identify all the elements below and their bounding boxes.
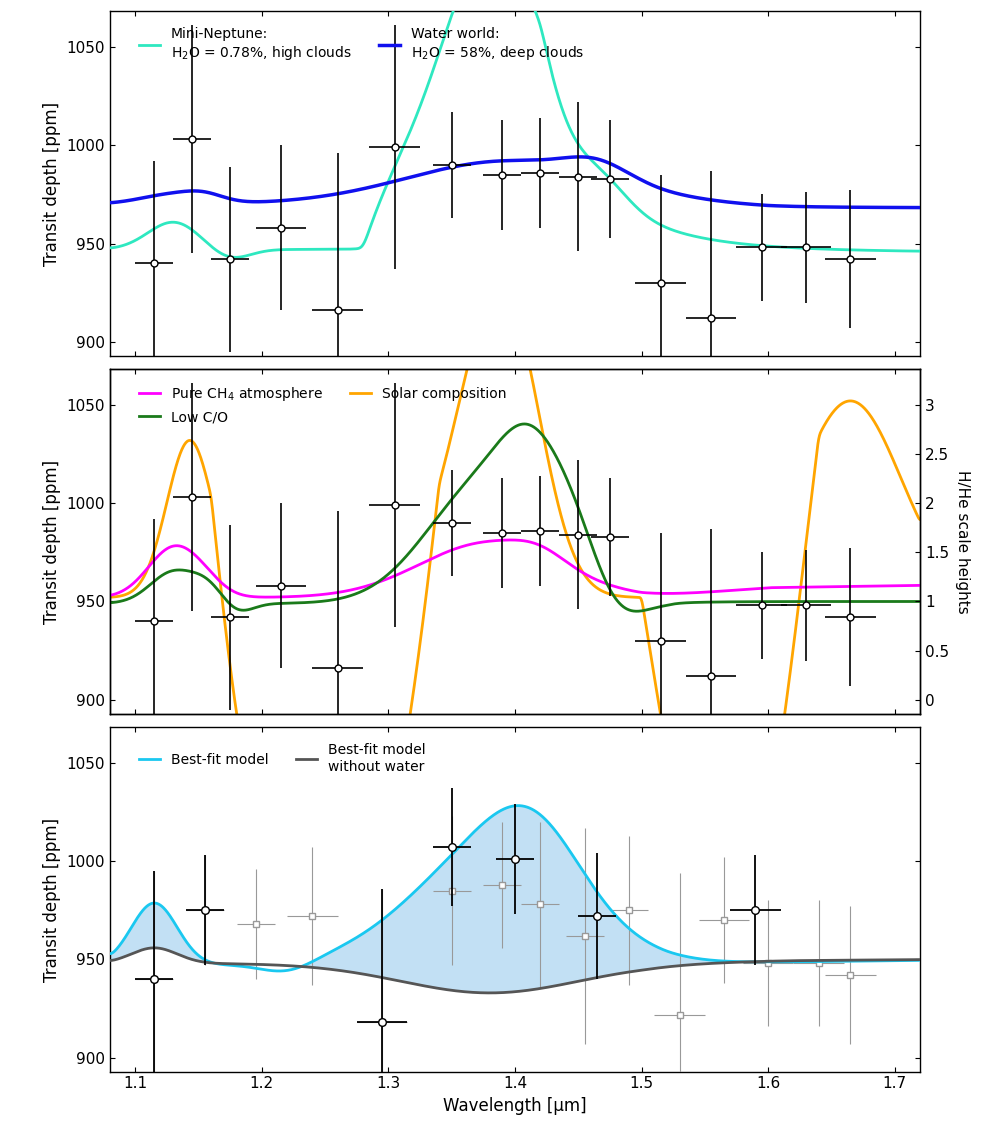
X-axis label: Wavelength [μm]: Wavelength [μm]	[443, 1097, 587, 1115]
Y-axis label: Transit depth [ppm]: Transit depth [ppm]	[43, 101, 61, 266]
Y-axis label: H/He scale heights: H/He scale heights	[955, 470, 970, 613]
Legend: Best-fit model, Best-fit model
without water: Best-fit model, Best-fit model without w…	[133, 738, 431, 779]
Y-axis label: Transit depth [ppm]: Transit depth [ppm]	[43, 817, 61, 982]
Y-axis label: Transit depth [ppm]: Transit depth [ppm]	[43, 459, 61, 624]
Legend: Pure CH$_4$ atmosphere, Low C/O, Solar composition: Pure CH$_4$ atmosphere, Low C/O, Solar c…	[133, 380, 512, 430]
Legend: Mini-Neptune:
H$_2$O = 0.78%, high clouds, Water world:
H$_2$O = 58%, deep cloud: Mini-Neptune: H$_2$O = 0.78%, high cloud…	[133, 22, 590, 67]
